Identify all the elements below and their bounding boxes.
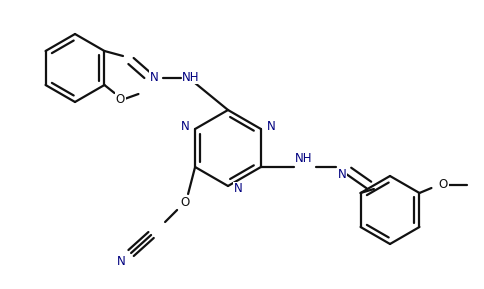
Text: NH: NH — [295, 153, 312, 166]
Text: NH: NH — [182, 71, 199, 84]
Text: N: N — [181, 119, 189, 132]
Text: N: N — [150, 71, 158, 84]
Text: N: N — [117, 255, 125, 268]
Text: O: O — [438, 179, 447, 192]
Text: N: N — [266, 119, 275, 132]
Text: N: N — [233, 182, 242, 195]
Text: O: O — [180, 195, 189, 208]
Text: N: N — [337, 168, 346, 181]
Text: O: O — [116, 92, 125, 105]
